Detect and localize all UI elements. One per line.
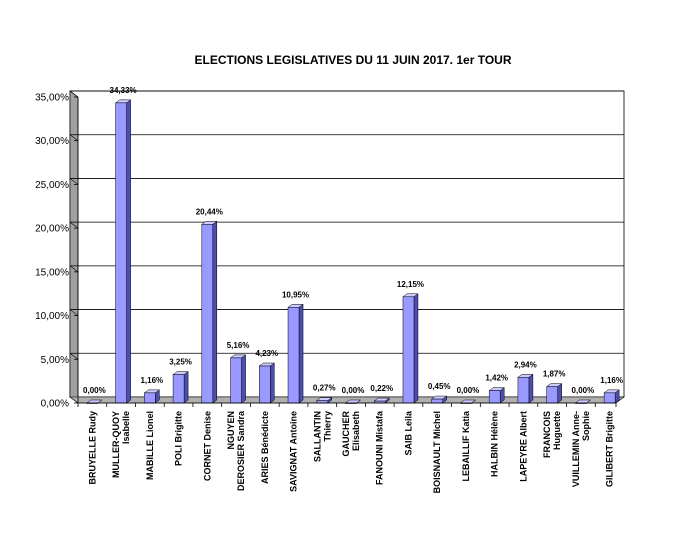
data-label: 0,00% — [572, 386, 595, 395]
bar — [229, 354, 247, 404]
category-label: SAVIGNAT Antoine — [289, 411, 299, 492]
bar — [114, 99, 132, 404]
bar — [287, 303, 304, 404]
gridline-side — [69, 309, 79, 316]
data-label: 34,33% — [110, 86, 137, 95]
bar — [316, 397, 333, 404]
gridline-side — [69, 134, 79, 141]
data-labels: 0,00% 34,33% 1,16% 3,25% 20,44% 5,16% 4,23% 10,… — [83, 86, 623, 395]
data-label: 0,00% — [457, 386, 480, 395]
category-label: GAUCHERElisabeth — [341, 411, 361, 457]
bar — [143, 389, 161, 404]
gridline-side — [69, 353, 79, 360]
bar — [172, 371, 189, 404]
bar-side — [241, 354, 246, 404]
data-label: 0,22% — [370, 384, 393, 393]
data-label: 10,95% — [282, 290, 309, 299]
bar-front — [144, 392, 156, 404]
category-label: LAPEYRE Albert — [518, 411, 528, 482]
data-label: 0,27% — [313, 384, 336, 393]
category-label: VUILLEMIN Anne-Sophie — [571, 411, 591, 487]
bar-side — [528, 373, 534, 404]
y-tick-label: 0,00% — [41, 399, 69, 410]
bar-front — [230, 357, 242, 404]
bar — [603, 389, 620, 404]
bar — [258, 362, 276, 404]
bar-side — [183, 371, 189, 404]
back-wall — [69, 90, 625, 398]
data-label: 20,44% — [196, 207, 223, 216]
data-label: 12,15% — [397, 280, 424, 289]
category-label: HALBIN Hélène — [490, 411, 500, 477]
y-tick-label: 30,00% — [35, 136, 69, 147]
bar-side — [126, 99, 131, 404]
bar-side — [298, 303, 304, 404]
data-label: 0,00% — [83, 386, 106, 395]
bar-side — [212, 220, 218, 404]
bar — [430, 395, 448, 404]
data-label: 0,45% — [428, 382, 451, 391]
data-label: 1,42% — [485, 374, 508, 383]
data-label: 1,87% — [543, 370, 566, 379]
bar-side — [557, 383, 562, 404]
gridline-side — [69, 90, 79, 98]
category-label: CORNET Denise — [202, 411, 212, 481]
data-label: 0,00% — [342, 386, 365, 395]
bar — [201, 220, 218, 404]
data-label: 4,23% — [255, 349, 278, 358]
category-label: POLI Brigitte — [174, 411, 184, 466]
bar-front — [172, 374, 185, 404]
bar — [517, 373, 534, 404]
y-tick-label: 35,00% — [35, 93, 69, 104]
category-label: MABILLE Lionel — [145, 411, 155, 480]
bar-side — [413, 293, 419, 404]
bar-front — [201, 224, 214, 404]
gridlines — [69, 90, 624, 360]
bar-front — [115, 102, 127, 404]
category-label: SALLANTINThierry — [312, 411, 332, 462]
bar-front — [287, 307, 300, 404]
bar-front — [603, 392, 616, 404]
data-label: 1,16% — [140, 376, 163, 385]
category-label: SAIB Leila — [403, 410, 413, 456]
y-tick-label: 20,00% — [35, 224, 69, 235]
gridline-side — [69, 178, 79, 185]
plot-area — [69, 90, 625, 404]
bar — [488, 387, 505, 404]
y-tick-label: 25,00% — [35, 180, 69, 191]
chart-title: ELECTIONS LEGISLATIVES DU 11 JUIN 2017. … — [195, 53, 512, 67]
bar-front — [488, 390, 501, 404]
bar-front — [402, 296, 415, 404]
gridline-side — [69, 221, 79, 229]
y-tick-label: 15,00% — [35, 267, 69, 278]
category-label: LEBAILLIF Katia — [461, 410, 471, 481]
gridline-side — [69, 265, 79, 273]
category-label: MULLER-QUOYIsabelle — [111, 411, 131, 478]
category-label: FRANCOISHuguette — [542, 411, 562, 458]
bar-front — [259, 365, 271, 404]
bar-side — [270, 362, 275, 404]
category-label: BRUYELLE Rudy — [87, 411, 97, 485]
category-label: BOISNAULT Michel — [432, 411, 442, 493]
y-tick-label: 10,00% — [35, 311, 69, 322]
bar-front — [517, 377, 530, 404]
category-label: ARIES Bénédicte — [260, 411, 270, 484]
category-label: GILIBERT Brigitte — [605, 411, 615, 487]
category-label: FANOUNI Mistafa — [375, 410, 385, 485]
y-axis: 0,00% 5,00% 10,00% 15,00% 20,00% 25,00% 30,00%… — [35, 93, 79, 410]
bar — [545, 383, 563, 404]
data-label: 2,94% — [514, 360, 537, 369]
bar-front — [546, 386, 558, 404]
bar — [402, 293, 419, 404]
bar-front — [431, 398, 443, 404]
x-axis: BRUYELLE Rudy MULLER-QUOYIsabelle MABILLE … — [77, 402, 617, 493]
y-tick-label: 5,00% — [41, 355, 69, 366]
data-label: 5,16% — [227, 341, 250, 350]
category-label: NGUYENDEROSIER Sandra — [226, 410, 246, 491]
bars — [86, 99, 620, 404]
data-label: 1,16% — [600, 376, 623, 385]
data-label: 3,25% — [169, 358, 192, 367]
